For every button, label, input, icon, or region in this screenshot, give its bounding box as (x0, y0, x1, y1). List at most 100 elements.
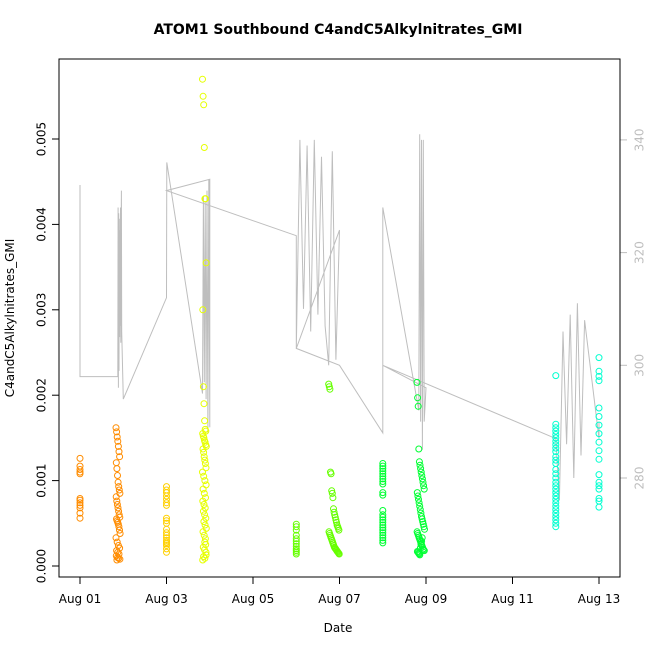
x-tick-label: Aug 09 (405, 592, 448, 606)
data-point (113, 428, 121, 436)
data-point (329, 494, 337, 502)
data-point (379, 539, 387, 547)
data-point (552, 427, 560, 435)
data-point (418, 472, 426, 479)
x-tick-label: Aug 13 (578, 592, 621, 606)
data-point (113, 497, 121, 505)
data-point (415, 499, 423, 507)
data-point (115, 486, 123, 494)
data-point (419, 518, 427, 526)
data-point (113, 556, 121, 564)
data-point (415, 495, 422, 503)
data-point (379, 507, 387, 514)
data-point (116, 530, 124, 537)
data-point (416, 551, 424, 559)
data-point (199, 92, 207, 100)
data-point (114, 478, 122, 486)
data-point (292, 535, 300, 543)
data-point (552, 519, 560, 527)
data-point (415, 458, 423, 466)
data-point (199, 306, 207, 314)
data-point (335, 550, 343, 558)
data-point (552, 509, 560, 517)
data-point (116, 526, 123, 534)
data-point (200, 400, 208, 408)
data-point (112, 534, 120, 542)
data-point (420, 485, 428, 493)
chart-title: ATOM1 Southbound C4andC5Alkylnitrates_GM… (154, 22, 523, 38)
data-point (114, 472, 121, 479)
data-point (413, 378, 421, 386)
data-point (201, 521, 209, 529)
data-point (163, 514, 170, 522)
data-point (552, 470, 560, 478)
data-point (113, 538, 121, 546)
data-point (379, 534, 387, 542)
data-point (552, 485, 560, 493)
series-layer (79, 134, 600, 501)
data-point (200, 553, 208, 561)
data-point (163, 499, 170, 507)
y-tick-label: 0.003 (35, 293, 49, 327)
data-point (379, 465, 387, 473)
data-point (418, 534, 426, 542)
data-point (76, 454, 84, 462)
data-point (112, 493, 120, 501)
data-point (327, 470, 335, 478)
data-point (414, 492, 422, 500)
data-point (379, 513, 387, 521)
secondary-series-line (79, 134, 600, 501)
data-point (416, 461, 424, 469)
data-point (552, 437, 560, 445)
data-point (199, 497, 207, 505)
data-point (379, 516, 387, 524)
data-point (552, 478, 560, 486)
data-point (163, 531, 170, 539)
data-point (552, 434, 560, 442)
data-point (416, 544, 424, 552)
data-point (331, 513, 339, 521)
data-point (414, 402, 422, 410)
data-point (595, 354, 603, 362)
data-point (379, 536, 387, 544)
data-point (595, 478, 603, 486)
y-tick-label: 0.004 (35, 207, 49, 241)
data-point (595, 404, 603, 412)
data-point (200, 531, 208, 539)
data-point (379, 531, 387, 539)
data-point (552, 492, 560, 500)
data-point (335, 526, 343, 534)
data-point (76, 501, 84, 509)
data-point (201, 477, 209, 485)
data-point (292, 523, 300, 531)
data-point (379, 489, 387, 497)
data-point (200, 518, 208, 526)
data-point (199, 383, 207, 391)
data-point (420, 523, 428, 531)
data-point (163, 501, 170, 509)
data-point (200, 434, 208, 442)
data-point (113, 501, 121, 508)
data-point (292, 537, 300, 545)
data-point (595, 485, 603, 493)
data-point (199, 485, 207, 493)
y-tick-label: 0.002 (35, 378, 49, 412)
data-point (76, 509, 84, 517)
data-point (379, 472, 387, 480)
data-point (325, 380, 333, 388)
data-point (595, 455, 603, 463)
data-point (379, 480, 387, 488)
x-tick-label: Aug 05 (232, 592, 275, 606)
data-point (201, 511, 209, 519)
data-point (595, 503, 603, 511)
data-point (114, 504, 122, 512)
data-point (595, 430, 603, 438)
points-layer (76, 75, 603, 564)
data-point (292, 540, 300, 548)
data-point (202, 464, 210, 472)
data-point (163, 545, 170, 553)
data-point (112, 424, 120, 432)
data-point (595, 377, 603, 385)
